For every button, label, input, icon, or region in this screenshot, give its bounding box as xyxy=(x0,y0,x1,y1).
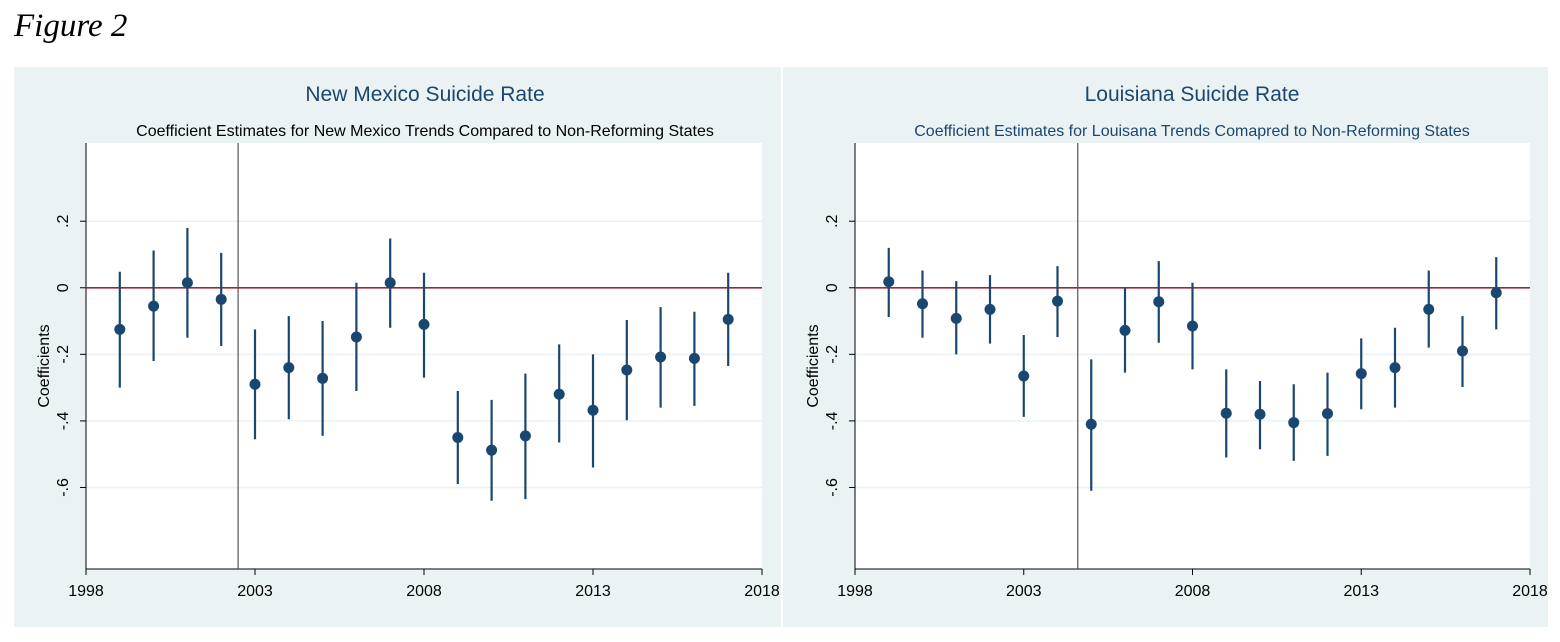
louisiana-data-point xyxy=(1457,345,1468,357)
louisiana-data-point xyxy=(1288,417,1300,429)
louisiana-data-point xyxy=(883,276,895,288)
louisiana-data-point xyxy=(1119,324,1131,336)
louisiana-data-point xyxy=(1355,368,1367,380)
louisiana-data-point xyxy=(1322,408,1333,420)
new-mexico-y-tick-label: .2 xyxy=(55,214,72,227)
louisiana-data-point xyxy=(1423,303,1435,315)
louisiana-data-point xyxy=(1254,408,1266,420)
new-mexico-data-point xyxy=(688,352,700,364)
louisiana-x-tick-label: 2013 xyxy=(1343,583,1379,600)
louisiana-y-tick-label: -.4 xyxy=(824,411,841,430)
louisiana-y-axis-label: Coefficients xyxy=(805,324,822,407)
new-mexico-data-point xyxy=(418,318,430,330)
louisiana-title: Louisiana Suicide Rate xyxy=(1085,83,1300,106)
new-mexico-x-tick-label: 1998 xyxy=(68,583,104,600)
new-mexico-data-point xyxy=(114,323,126,335)
new-mexico-panel: New Mexico Suicide Rate Coefficient Estim… xyxy=(14,67,781,627)
new-mexico-y-tick-label: -.6 xyxy=(55,478,72,497)
louisiana-data-point xyxy=(950,312,962,324)
louisiana-data-point xyxy=(917,298,928,310)
louisiana-data-point xyxy=(1389,362,1401,374)
new-mexico-data-point xyxy=(350,331,362,343)
new-mexico-data-point xyxy=(249,378,261,390)
new-mexico-data-point xyxy=(148,300,160,312)
new-mexico-data-point xyxy=(317,372,329,384)
new-mexico-x-tick-label: 2003 xyxy=(237,583,273,600)
new-mexico-data-point xyxy=(621,364,633,376)
louisiana-data-point xyxy=(1220,407,1232,419)
figure-label: Figure 2 xyxy=(14,8,128,44)
new-mexico-y-axis-label: Coefficients xyxy=(36,324,53,407)
new-mexico-y-tick-label: -.2 xyxy=(55,345,72,364)
louisiana-data-point xyxy=(1018,370,1030,382)
louisiana-x-tick-label: 2008 xyxy=(1175,583,1211,600)
louisiana-data-point xyxy=(1490,287,1502,299)
louisiana-data-point xyxy=(1153,296,1165,308)
louisiana-x-tick-label: 2018 xyxy=(1512,583,1548,600)
louisiana-y-tick-label: .2 xyxy=(824,214,841,227)
new-mexico-data-point xyxy=(655,351,667,363)
louisiana-x-tick-label: 2003 xyxy=(1006,583,1042,600)
louisiana-panel: Louisiana Suicide Rate Coefficient Estima… xyxy=(783,67,1548,627)
louisiana-data-point xyxy=(1187,320,1198,332)
new-mexico-y-tick-label: -.4 xyxy=(55,411,72,430)
new-mexico-x-tick-label: 2013 xyxy=(575,583,611,600)
new-mexico-data-point xyxy=(587,404,599,416)
new-mexico-data-point xyxy=(215,293,227,305)
louisiana-data-point xyxy=(1085,418,1097,430)
louisiana-subtitle: Coefficient Estimates for Louisana Trend… xyxy=(914,123,1470,140)
louisiana-data-point xyxy=(984,303,996,315)
new-mexico-data-point xyxy=(181,277,193,289)
new-mexico-data-point xyxy=(519,430,531,442)
new-mexico-title: New Mexico Suicide Rate xyxy=(305,83,544,106)
new-mexico-x-tick-label: 2018 xyxy=(744,583,780,600)
new-mexico-data-point xyxy=(283,362,295,374)
louisiana-y-tick-label: -.6 xyxy=(824,478,841,497)
new-mexico-data-point xyxy=(384,277,396,289)
louisiana-y-tick-label: -.2 xyxy=(824,345,841,364)
new-mexico-data-point xyxy=(722,313,734,325)
new-mexico-data-point xyxy=(486,444,498,456)
louisiana-y-tick-label: 0 xyxy=(824,283,841,292)
new-mexico-x-tick-label: 2008 xyxy=(406,583,442,600)
new-mexico-data-point xyxy=(553,388,565,400)
louisiana-x-tick-label: 1998 xyxy=(837,583,873,600)
new-mexico-y-tick-label: 0 xyxy=(55,283,72,292)
new-mexico-data-point xyxy=(452,432,464,444)
louisiana-data-point xyxy=(1052,295,1063,307)
new-mexico-subtitle: Coefficient Estimates for New Mexico Tre… xyxy=(136,123,714,140)
